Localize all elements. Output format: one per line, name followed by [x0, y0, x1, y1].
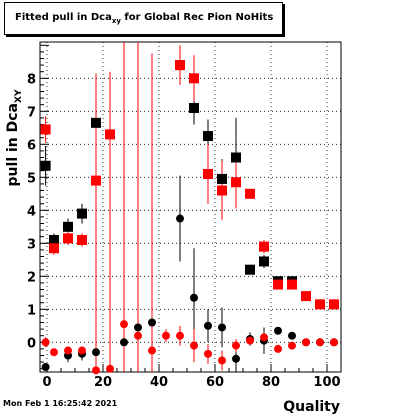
title-rest: for Global Rec Pion NoHits	[120, 12, 274, 23]
y-tick-label: 0	[27, 336, 36, 351]
data-point-circle	[148, 346, 156, 355]
data-point-square	[315, 299, 325, 310]
data-point-circle	[120, 338, 128, 347]
data-point-circle	[232, 354, 240, 363]
data-point-square	[49, 243, 59, 254]
data-point-circle	[190, 293, 198, 302]
error-bars	[45, 42, 335, 372]
data-point-circle	[274, 326, 282, 335]
data-point-circle	[246, 336, 254, 345]
x-tick-label: 0	[42, 375, 51, 390]
x-tick-label: 20	[94, 375, 112, 390]
data-point-circle	[78, 346, 86, 355]
plot-frame	[39, 41, 342, 373]
y-tick-label: 4	[27, 204, 36, 219]
chart-title: Fitted pull in Dcaxy for Global Rec Pion…	[15, 12, 273, 25]
y-tick-label: 2	[27, 270, 36, 285]
data-point-circle	[302, 338, 310, 347]
data-point-square	[217, 185, 227, 196]
y-axis-label-sub: XY	[14, 89, 24, 103]
data-point-circle	[148, 318, 156, 327]
data-point-circle	[218, 356, 226, 365]
data-point-circle	[218, 323, 226, 332]
data-point-circle	[162, 331, 170, 340]
data-point-square	[175, 60, 185, 71]
data-point-square	[49, 235, 59, 245]
data-point-square	[63, 233, 73, 244]
x-tick-label: 60	[206, 375, 224, 390]
data-point-square	[203, 169, 213, 179]
data-point-square	[259, 256, 269, 267]
data-point-circle	[288, 331, 296, 340]
data-point-circle	[176, 214, 184, 223]
axis-ticks: 0 20 40 60 80 100 0 1 2 3 4 5 6 7 8	[27, 44, 342, 390]
x-axis-label: Quality	[283, 399, 340, 414]
data-point-square	[259, 241, 269, 252]
data-point-circle	[330, 338, 338, 347]
data-point-circle	[106, 364, 114, 373]
y-axis-label: pull in DcaXY	[5, 89, 24, 186]
data-markers	[40, 60, 339, 375]
y-tick-label: 1	[27, 303, 36, 318]
data-point-circle	[274, 344, 282, 353]
data-point-square	[77, 208, 87, 219]
data-point-circle	[316, 338, 324, 347]
data-point-square	[245, 188, 255, 199]
data-point-circle	[64, 346, 72, 355]
data-point-square	[203, 131, 213, 142]
data-point-square	[105, 129, 115, 140]
data-point-square	[301, 291, 311, 302]
data-point-circle	[134, 323, 142, 332]
data-point-square	[287, 279, 297, 290]
data-point-square	[189, 103, 199, 113]
x-tick-label: 80	[262, 375, 280, 390]
data-point-circle	[204, 321, 212, 330]
data-point-circle	[120, 320, 128, 329]
data-point-circle	[50, 348, 58, 357]
x-tick-label: 100	[313, 375, 340, 390]
data-point-circle	[288, 341, 296, 350]
grid	[40, 42, 341, 372]
data-point-circle	[92, 348, 100, 357]
data-point-circle	[204, 349, 212, 358]
data-point-circle	[41, 338, 50, 347]
title-subscript: xy	[111, 17, 121, 25]
data-point-circle	[134, 331, 142, 340]
data-point-circle	[260, 333, 268, 342]
data-point-circle	[232, 341, 240, 350]
data-point-square	[40, 124, 51, 135]
title-box: Fitted pull in Dcaxy for Global Rec Pion…	[4, 2, 283, 35]
y-tick-label: 7	[27, 105, 36, 120]
data-point-circle	[92, 366, 100, 375]
data-point-square	[231, 177, 241, 188]
data-point-square	[217, 173, 227, 184]
data-point-square	[91, 117, 101, 128]
data-point-square	[329, 299, 339, 310]
data-point-square	[273, 279, 283, 290]
data-point-square	[231, 152, 241, 163]
data-point-circle	[41, 363, 50, 372]
y-tick-label: 3	[27, 237, 36, 252]
data-point-circle	[176, 331, 184, 340]
y-tick-label: 8	[27, 72, 36, 87]
timestamp: Mon Feb 1 16:25:42 2021	[3, 399, 118, 408]
data-point-square	[77, 235, 87, 245]
data-point-square	[91, 175, 101, 186]
title-main: Fitted pull in Dca	[15, 12, 112, 23]
y-tick-label: 5	[27, 171, 36, 186]
data-point-square	[40, 160, 51, 171]
x-tick-label: 40	[150, 375, 168, 390]
data-point-square	[63, 221, 73, 232]
y-tick-label: 6	[27, 138, 36, 153]
y-axis-label-main: pull in Dca	[5, 103, 21, 186]
data-point-square	[189, 73, 199, 84]
data-point-square	[245, 264, 255, 275]
data-point-circle	[190, 341, 198, 350]
